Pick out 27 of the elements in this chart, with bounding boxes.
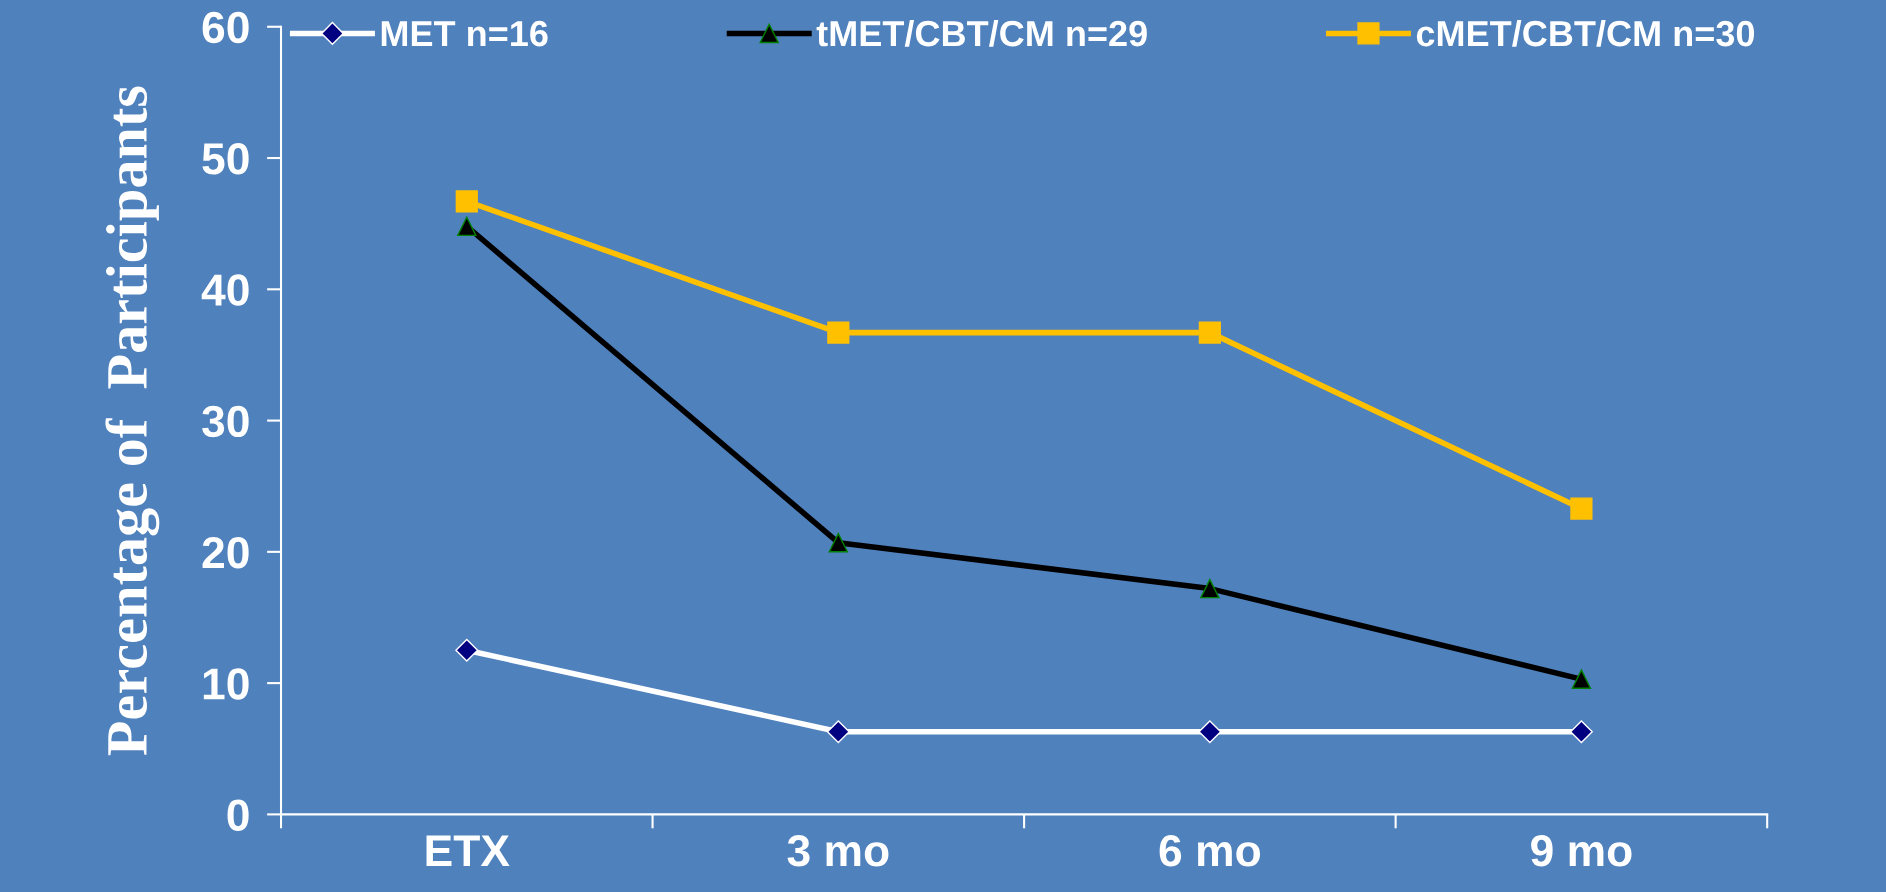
y-tick-label: 0: [227, 799, 249, 831]
x-tick-label: 6 mo: [1159, 835, 1260, 867]
y-tick-label: 10: [203, 668, 249, 700]
legend-label: MET n=16: [381, 20, 548, 47]
point: [1200, 578, 1220, 599]
point: [1570, 497, 1593, 520]
x-tick-label: ETX: [426, 835, 510, 867]
point: [828, 532, 849, 553]
y-tick-label: 30: [202, 405, 249, 438]
y-tick-label: 60: [202, 11, 249, 44]
point: [455, 190, 478, 213]
y-tick-label: 40: [201, 274, 249, 306]
x-tick-label: 9 mo: [1531, 835, 1632, 867]
point: [827, 321, 850, 344]
point: [457, 216, 477, 237]
point: [1571, 669, 1592, 689]
point: [455, 638, 479, 662]
y-axis-title: Percentage of Participants: [105, 86, 160, 756]
y-tick-label: 50: [202, 143, 249, 175]
legend-label: tMET/CBT/CM n=29: [816, 19, 1147, 47]
point: [1198, 720, 1222, 744]
point: [1198, 321, 1221, 344]
point: [826, 720, 850, 744]
x-tick-label: 3 mo: [787, 835, 889, 867]
legend-label: cMET/CBT/CM n=30: [1416, 19, 1755, 47]
y-tick-label: 20: [202, 536, 249, 569]
point: [1569, 720, 1593, 744]
